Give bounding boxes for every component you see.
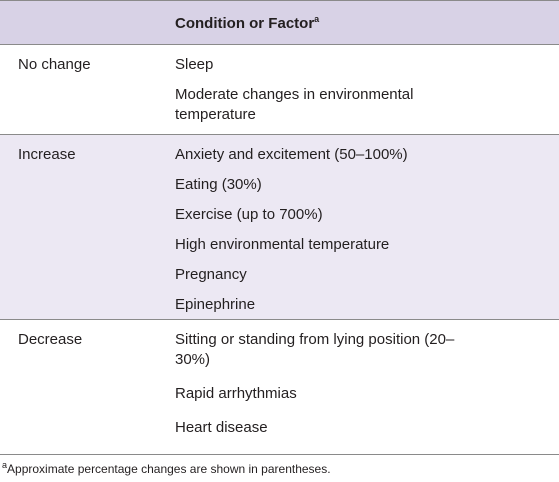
- row-item: Sleep: [175, 56, 214, 73]
- item-list: Sitting or standing from lying position …: [175, 330, 465, 452]
- header-text: Condition or Factor: [175, 15, 315, 32]
- row-item: Heart disease: [175, 419, 268, 436]
- row-item: Anxiety and excitement (50–100%): [175, 146, 408, 163]
- row-item: Exercise (up to 700%): [175, 206, 323, 223]
- footnote-marker: a: [314, 14, 320, 24]
- footnote-text: Approximate percentage changes are shown…: [7, 462, 331, 476]
- row-item: Eating (30%): [175, 176, 262, 193]
- item-list: Sleep Moderate changes in environmental t…: [175, 55, 465, 135]
- row-label: No change: [18, 56, 91, 73]
- header-title: Condition or Factora: [175, 14, 319, 32]
- row-item: Pregnancy: [175, 266, 247, 283]
- row-item: High environmental temperature: [175, 236, 390, 253]
- footnote: aApproximate percentage changes are show…: [2, 460, 331, 476]
- row-item: Moderate changes in environmental temper…: [175, 86, 414, 123]
- item-list: Anxiety and excitement (50–100%) Eating (…: [175, 145, 465, 325]
- row-item: Epinephrine: [175, 296, 256, 313]
- table-header: Condition or Factora: [0, 0, 559, 45]
- table-row: No change Sleep Moderate changes in enviro…: [0, 45, 559, 135]
- row-item: Rapid arrhythmias: [175, 385, 297, 402]
- footnote-marker: a: [2, 460, 8, 470]
- table-row: Decrease Sitting or standing from lying p…: [0, 320, 559, 455]
- row-label: Decrease: [18, 331, 83, 348]
- table-row: Increase Anxiety and excitement (50–100%)…: [0, 135, 559, 320]
- row-item: Sitting or standing from lying position …: [175, 331, 455, 368]
- row-label: Increase: [18, 146, 76, 163]
